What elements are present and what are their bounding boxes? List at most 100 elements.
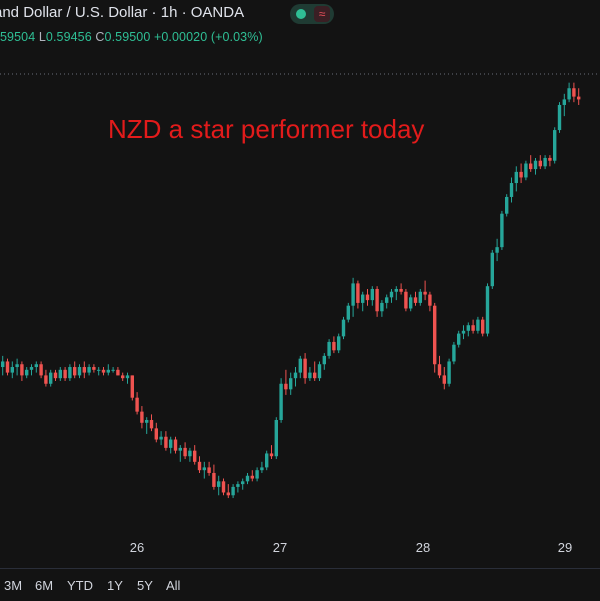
candle-body[interactable] bbox=[423, 291, 427, 295]
candle-body[interactable] bbox=[25, 369, 29, 376]
candle-body[interactable] bbox=[567, 88, 571, 100]
candle-body[interactable] bbox=[298, 358, 302, 373]
candle-body[interactable] bbox=[461, 330, 466, 334]
candle-body[interactable] bbox=[322, 355, 326, 365]
candle-body[interactable] bbox=[457, 333, 461, 345]
candle-body[interactable] bbox=[317, 364, 322, 379]
candle-body[interactable] bbox=[572, 88, 576, 97]
candle-body[interactable] bbox=[447, 361, 451, 384]
candle-body[interactable] bbox=[183, 447, 187, 457]
candle-body[interactable] bbox=[226, 492, 230, 496]
candle-body[interactable] bbox=[197, 461, 202, 471]
candle-body[interactable] bbox=[509, 183, 514, 197]
candle-body[interactable] bbox=[58, 369, 62, 379]
candle-body[interactable] bbox=[135, 397, 139, 412]
candle-body[interactable] bbox=[250, 475, 254, 479]
candle-body[interactable] bbox=[538, 160, 542, 167]
candle-body[interactable] bbox=[375, 288, 379, 312]
candle-body[interactable] bbox=[533, 160, 538, 170]
candle-body[interactable] bbox=[361, 294, 365, 303]
candle-body[interactable] bbox=[1, 361, 5, 368]
range-6m-button[interactable]: 6M bbox=[35, 578, 54, 593]
candle-body[interactable] bbox=[63, 369, 67, 379]
candle-body[interactable] bbox=[97, 369, 101, 371]
candle-body[interactable] bbox=[365, 294, 370, 301]
market-status-badge[interactable]: ≈ bbox=[290, 4, 334, 24]
candle-body[interactable] bbox=[351, 283, 355, 306]
candle-body[interactable] bbox=[370, 288, 374, 301]
candle-body[interactable] bbox=[577, 96, 581, 100]
candle-body[interactable] bbox=[217, 481, 221, 487]
candle-body[interactable] bbox=[428, 294, 432, 306]
candlestick-chart[interactable]: 26 27 28 29 bbox=[0, 52, 600, 568]
candle-body[interactable] bbox=[505, 196, 509, 214]
candle-body[interactable] bbox=[284, 383, 288, 390]
candle-body[interactable] bbox=[385, 297, 389, 303]
candle-body[interactable] bbox=[500, 213, 504, 248]
candle-body[interactable] bbox=[193, 450, 197, 462]
candle-body[interactable] bbox=[44, 375, 48, 384]
candle-body[interactable] bbox=[389, 291, 394, 298]
candle-body[interactable] bbox=[313, 372, 317, 379]
candle-body[interactable] bbox=[514, 171, 518, 184]
candle-body[interactable] bbox=[553, 130, 557, 161]
candle-body[interactable] bbox=[159, 436, 163, 440]
candle-body[interactable] bbox=[34, 364, 38, 368]
candle-body[interactable] bbox=[49, 372, 53, 384]
candle-body[interactable] bbox=[543, 157, 547, 167]
range-all-button[interactable]: All bbox=[166, 578, 181, 593]
candle-body[interactable] bbox=[485, 286, 490, 334]
candle-body[interactable] bbox=[53, 372, 58, 379]
candle-body[interactable] bbox=[399, 288, 403, 292]
candle-body[interactable] bbox=[29, 367, 34, 370]
candle-body[interactable] bbox=[20, 364, 24, 376]
candle-body[interactable] bbox=[413, 297, 418, 303]
candle-body[interactable] bbox=[5, 361, 10, 373]
candle-body[interactable] bbox=[394, 288, 398, 292]
candle-body[interactable] bbox=[92, 367, 96, 370]
candle-body[interactable] bbox=[442, 375, 446, 384]
candle-body[interactable] bbox=[87, 367, 91, 373]
candle-body[interactable] bbox=[562, 99, 566, 105]
candle-body[interactable] bbox=[260, 467, 264, 471]
candle-body[interactable] bbox=[73, 367, 77, 376]
range-5y-button[interactable]: 5Y bbox=[137, 578, 153, 593]
candle-body[interactable] bbox=[231, 486, 235, 496]
candle-body[interactable] bbox=[466, 325, 470, 331]
range-ytd-button[interactable]: YTD bbox=[67, 578, 93, 593]
candle-body[interactable] bbox=[15, 364, 19, 368]
candle-body[interactable] bbox=[337, 336, 341, 351]
candle-body[interactable] bbox=[164, 436, 168, 448]
candle-body[interactable] bbox=[332, 341, 336, 351]
candle-body[interactable] bbox=[178, 447, 182, 451]
candle-body[interactable] bbox=[279, 383, 283, 420]
candle-body[interactable] bbox=[437, 364, 442, 376]
candle-body[interactable] bbox=[39, 364, 43, 376]
candle-body[interactable] bbox=[236, 484, 240, 487]
candle-body[interactable] bbox=[121, 375, 125, 379]
chart-annotation[interactable]: NZD a star performer today bbox=[108, 114, 425, 144]
candle-body[interactable] bbox=[346, 305, 350, 320]
candle-body[interactable] bbox=[274, 420, 278, 457]
candle-body[interactable] bbox=[524, 163, 528, 178]
candle-body[interactable] bbox=[341, 319, 346, 337]
candle-body[interactable] bbox=[293, 372, 298, 379]
candle-body[interactable] bbox=[269, 453, 274, 457]
candle-body[interactable] bbox=[471, 325, 475, 331]
candle-body[interactable] bbox=[106, 369, 110, 373]
candle-body[interactable] bbox=[495, 247, 499, 253]
candle-body[interactable] bbox=[202, 467, 206, 471]
candle-body[interactable] bbox=[145, 420, 149, 423]
candle-body[interactable] bbox=[169, 439, 173, 448]
candle-body[interactable] bbox=[356, 283, 360, 303]
candle-body[interactable] bbox=[481, 319, 485, 334]
candle-body[interactable] bbox=[557, 104, 562, 131]
candle-body[interactable] bbox=[476, 319, 480, 331]
candle-body[interactable] bbox=[149, 420, 154, 429]
range-1y-button[interactable]: 1Y bbox=[107, 578, 123, 593]
candle-body[interactable] bbox=[125, 375, 130, 379]
candle-body[interactable] bbox=[327, 341, 331, 356]
candle-body[interactable] bbox=[130, 375, 134, 398]
candle-body[interactable] bbox=[10, 367, 14, 373]
candle-body[interactable] bbox=[245, 475, 250, 482]
